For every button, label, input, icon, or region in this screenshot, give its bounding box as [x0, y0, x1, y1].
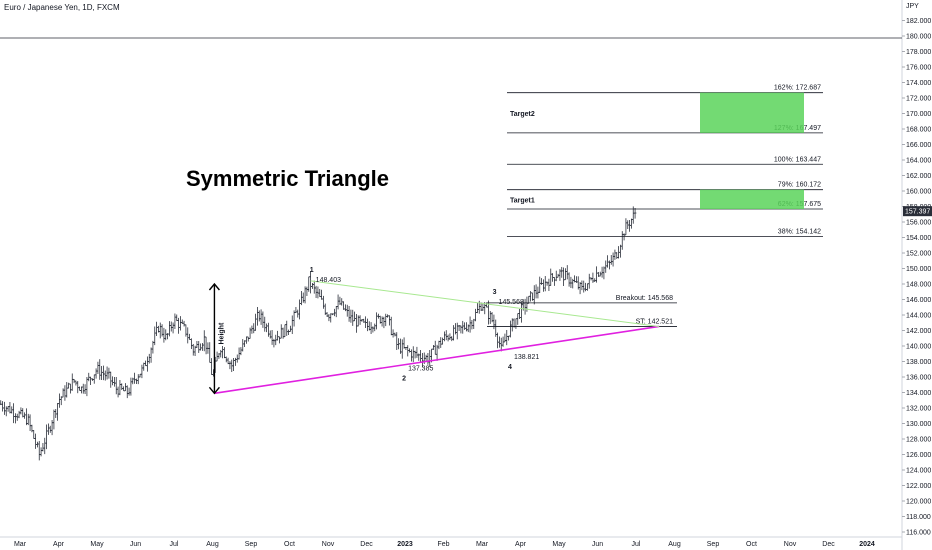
- time-tick-label: May: [90, 541, 104, 548]
- price-tick-label: 142.000: [906, 328, 931, 335]
- level-label: 38%: 154.142: [778, 228, 821, 235]
- pivot-price-label: 137.385: [408, 365, 433, 372]
- time-tick-label: 2023: [397, 541, 413, 548]
- time-tick-label: Jun: [592, 541, 603, 548]
- time-tick-label: Dec: [822, 541, 835, 548]
- pivot-price-label: 138.821: [514, 354, 539, 361]
- price-tick-label: 154.000: [906, 235, 931, 242]
- price-tick-label: 160.000: [906, 189, 931, 196]
- chart-title: Symmetric Triangle: [186, 166, 389, 191]
- time-tick-label: Feb: [437, 541, 449, 548]
- time-tick-label: Nov: [322, 541, 335, 548]
- target-label: Target2: [510, 111, 535, 118]
- target-zone: [700, 189, 804, 210]
- time-tick-label: Jun: [130, 541, 141, 548]
- price-tick-label: 136.000: [906, 375, 931, 382]
- price-tick-label: 162.000: [906, 173, 931, 180]
- price-tick-label: 122.000: [906, 483, 931, 490]
- level-label: ST: 142.521: [636, 318, 673, 325]
- time-tick-label: Jul: [632, 541, 641, 548]
- price-tick-label: 116.000: [906, 530, 931, 537]
- price-tick-label: 152.000: [906, 251, 931, 258]
- time-tick-label: Aug: [668, 541, 681, 548]
- time-tick-label: May: [552, 541, 566, 548]
- target-label: Target1: [510, 197, 535, 204]
- height-arrow-up-head: [208, 282, 220, 291]
- price-tick-label: 120.000: [906, 499, 931, 506]
- price-tick-label: 164.000: [906, 158, 931, 165]
- price-tick-label: 144.000: [906, 313, 931, 320]
- last-price-label: 157.397: [905, 209, 930, 216]
- price-tick-label: 172.000: [906, 96, 931, 103]
- last-price-tag: [903, 206, 932, 217]
- time-tick-label: Nov: [784, 541, 797, 548]
- time-tick-label: Mar: [14, 541, 27, 548]
- time-tick-label: Sep: [707, 541, 720, 548]
- price-tick-label: 140.000: [906, 344, 931, 351]
- time-tick-label: Dec: [360, 541, 373, 548]
- ohlc-bars: [0, 206, 637, 461]
- time-tick-label: Aug: [206, 541, 219, 548]
- price-tick-label: 132.000: [906, 406, 931, 413]
- time-tick-label: Mar: [476, 541, 489, 548]
- time-tick-label: 2024: [859, 541, 875, 548]
- time-tick-label: Oct: [284, 541, 295, 548]
- price-tick-label: 134.000: [906, 390, 931, 397]
- price-tick-label: 148.000: [906, 282, 931, 289]
- level-label: Breakout: 145.568: [616, 295, 673, 302]
- price-tick-label: 128.000: [906, 437, 931, 444]
- price-tick-label: 168.000: [906, 127, 931, 134]
- price-tick-label: 126.000: [906, 452, 931, 459]
- time-axis: Mar Apr May Jun Jul Aug Sep Oct Nov Dec 2023 Feb Mar…: [14, 541, 875, 548]
- price-tick-label: 130.000: [906, 421, 931, 428]
- time-tick-label: Jul: [170, 541, 179, 548]
- price-tick-label: 166.000: [906, 142, 931, 149]
- level-label: 79%: 160.172: [778, 182, 821, 189]
- price-tick-label: 138.000: [906, 359, 931, 366]
- price-tick-label: 118.000: [906, 514, 931, 521]
- pivot-number: 4: [508, 364, 512, 371]
- pivot-price-label: 145.568: [499, 299, 524, 306]
- level-label: 162%: 172.687: [774, 85, 821, 92]
- price-tick-label: 170.000: [906, 111, 931, 118]
- pivot-number: 1: [310, 267, 314, 274]
- pivot-price-label: 148.403: [316, 277, 341, 284]
- price-tick-label: 156.000: [906, 220, 931, 227]
- price-tick-label: 178.000: [906, 49, 931, 56]
- price-tick-label: 146.000: [906, 297, 931, 304]
- height-label: Height: [218, 322, 225, 344]
- chart-symbol-header: Euro / Japanese Yen, 1D, FXCM: [4, 3, 120, 12]
- price-tick-label: 182.000: [906, 18, 931, 25]
- price-tick-label: 176.000: [906, 65, 931, 72]
- pivot-number: 3: [493, 289, 497, 296]
- price-tick-label: 174.000: [906, 80, 931, 87]
- level-label: 100%: 163.447: [774, 156, 821, 163]
- price-tick-label: 180.000: [906, 34, 931, 41]
- time-tick-label: Apr: [53, 541, 65, 548]
- price-unit-label: JPY: [906, 3, 919, 10]
- target-zone: [700, 92, 804, 133]
- time-tick-label: Oct: [746, 541, 757, 548]
- price-tick-label: 124.000: [906, 468, 931, 475]
- resistance-trendline: [310, 280, 660, 327]
- support-trendline: [214, 325, 660, 395]
- price-tick-label: 150.000: [906, 266, 931, 273]
- pivot-number: 2: [402, 375, 406, 382]
- time-tick-label: Apr: [515, 541, 527, 548]
- height-arrow-down-head: [208, 386, 220, 395]
- time-tick-label: Sep: [245, 541, 258, 548]
